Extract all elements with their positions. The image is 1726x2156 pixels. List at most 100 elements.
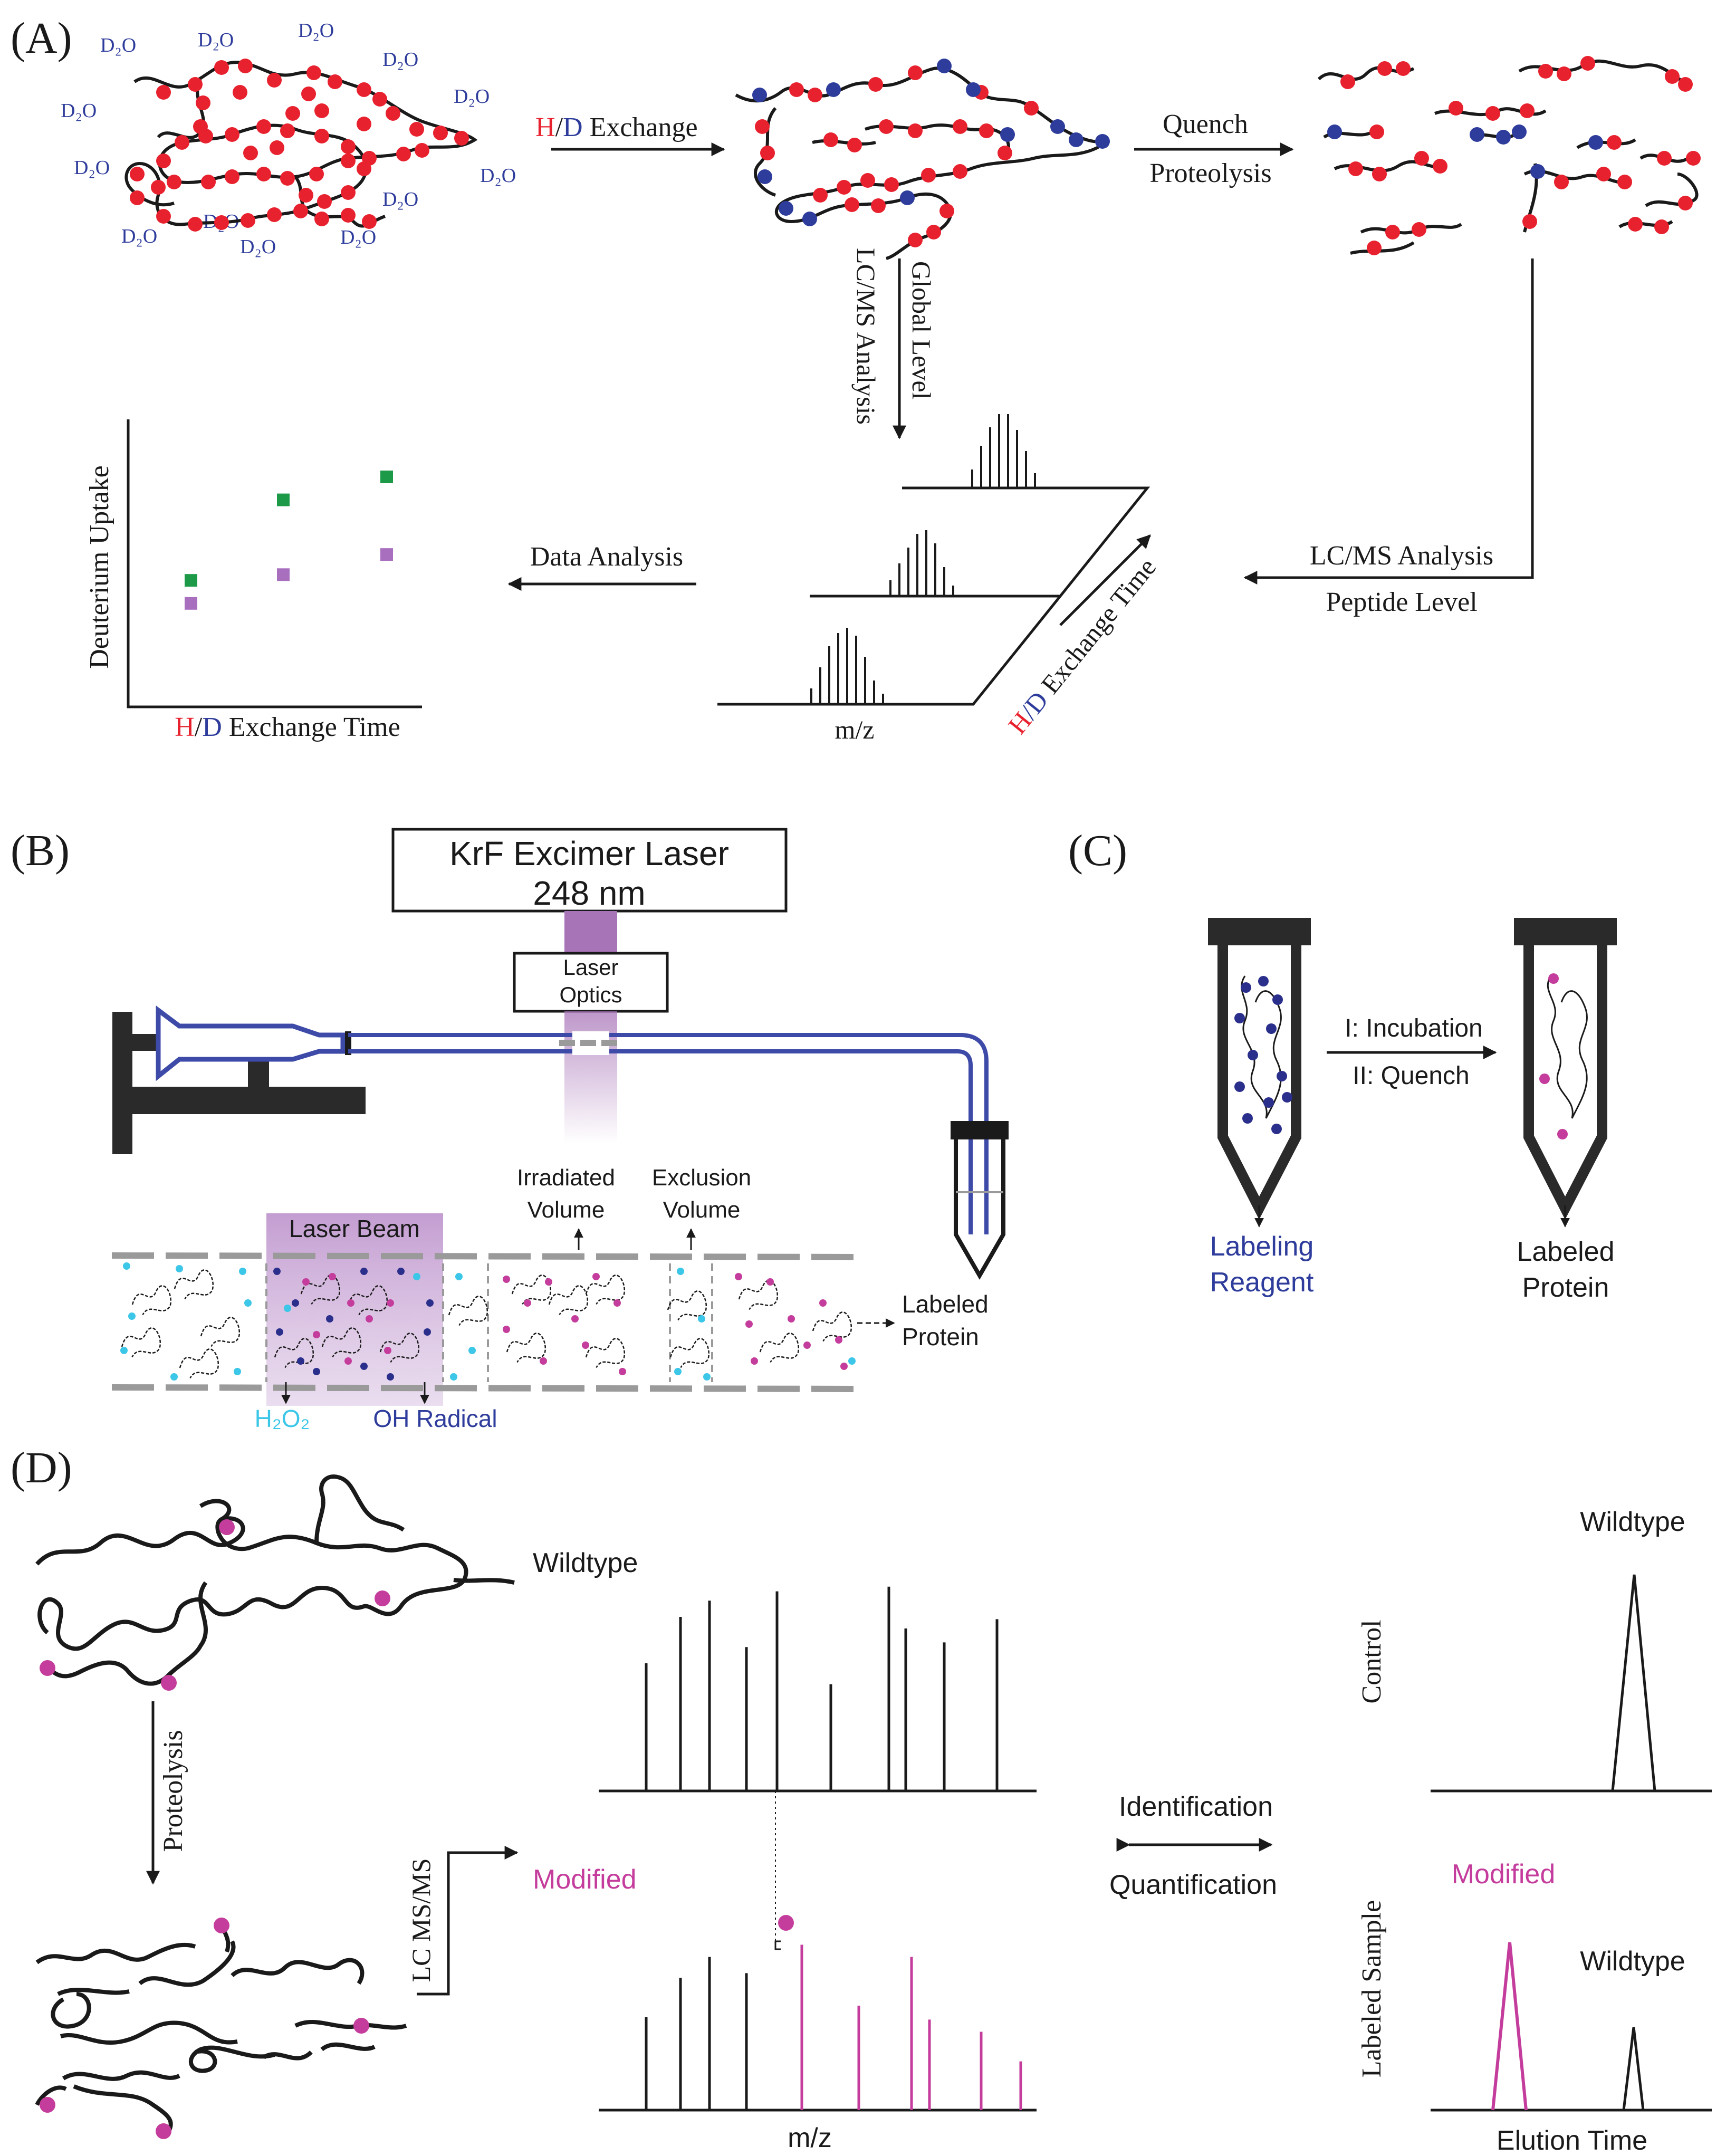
labeled-protein-c-line1: Labeled: [1517, 1237, 1614, 1267]
deuterium-bead: [1050, 119, 1065, 134]
oh-radical-dot: [387, 1373, 394, 1381]
reagent-dot: [1282, 1092, 1292, 1103]
quench-step: Quench Proteolysis: [1134, 109, 1294, 188]
peptide-protium-bead: [1385, 225, 1400, 239]
amide-bead: [357, 117, 371, 131]
tube-before: [1208, 918, 1311, 1228]
oh-radical-dot: [424, 1328, 431, 1336]
oh-radical-label: OH Radical: [373, 1405, 497, 1432]
peptide-fragments: [1317, 56, 1701, 255]
amide-bead: [225, 169, 239, 184]
deuterium-bead: [802, 212, 817, 226]
labeled-site-dot: [840, 1363, 848, 1370]
laser-beam-region: [266, 1213, 443, 1406]
peptide-protium-bead: [1678, 77, 1693, 92]
protium-bead: [813, 188, 828, 203]
labeled-site-dot: [1539, 1074, 1550, 1084]
protein-coil: [448, 1296, 488, 1326]
mz-label-d: m/z: [788, 2123, 832, 2153]
quench-c-label: II: Quench: [1353, 1062, 1469, 1090]
protein-fragments-d: [35, 1918, 407, 2139]
labeled-protein-b-line2: Protein: [902, 1323, 979, 1350]
laser-beam-label: Laser Beam: [289, 1215, 420, 1242]
deuterium-bead: [1000, 127, 1015, 142]
amide-bead: [433, 126, 448, 140]
reagent-dot: [1234, 1081, 1245, 1092]
amide-bead: [314, 212, 329, 226]
panel-b-label: (B): [11, 826, 70, 875]
amide-bead: [233, 85, 247, 100]
h2o2-label: H₂O₂: [255, 1405, 310, 1432]
protein-coil: [321, 1327, 361, 1358]
labeled-site-dot: [329, 1273, 336, 1280]
amide-bead: [225, 127, 239, 142]
peptide-chain: [1350, 241, 1415, 255]
labeled-site-dot: [503, 1276, 510, 1283]
peptide-protium-bead: [1414, 151, 1429, 166]
h2o2-dot: [468, 1347, 476, 1354]
amide-bead: [280, 171, 295, 186]
global-level-step: Global Level LC/MS Analysis: [851, 248, 936, 439]
labeled-site-dot: [582, 1341, 589, 1349]
h2o2-dot: [234, 1368, 241, 1375]
protein-coil: [585, 1338, 625, 1368]
h2o2-dot: [120, 1347, 128, 1354]
h2o2-dot: [239, 1268, 246, 1275]
h2o2-dot: [455, 1273, 463, 1280]
elution-time-label: Elution Time: [1497, 2125, 1647, 2156]
d2o-label: D₂O: [298, 20, 334, 42]
protium-bead: [908, 65, 923, 80]
panel-c-label: (C): [1068, 826, 1127, 875]
amide-bead: [201, 175, 216, 189]
labeled-site-dot: [1557, 1129, 1568, 1139]
wildtype-spectrum-label: Wildtype: [533, 1548, 638, 1578]
oh-radical-dot: [292, 1299, 299, 1307]
uptake-point-green: [277, 493, 290, 506]
irradiated-line2: Volume: [528, 1197, 605, 1223]
panel-c: (C) Labeling Reagent I: Incubation II: Q…: [1068, 826, 1617, 1303]
labeled-site-dot: [524, 1299, 531, 1307]
oh-radical-dot: [273, 1268, 281, 1275]
protein-coil: [179, 1348, 219, 1379]
peptide-protium-bead: [1433, 159, 1447, 174]
amide-bead: [285, 106, 300, 121]
hd-exchange-label: H/D Exchange: [535, 112, 698, 142]
wildtype-spectrum-peaks: [645, 1586, 999, 1791]
reagent-dot: [1271, 1124, 1282, 1134]
modified-chrom-peak: [1491, 1942, 1528, 2111]
amide-bead: [386, 106, 400, 121]
amide-bead: [243, 146, 258, 160]
labeled-site-dot: [819, 1299, 827, 1307]
labeled-site-dot: [735, 1273, 742, 1280]
reagent-dot: [1242, 1113, 1253, 1124]
protein-coil: [669, 1338, 709, 1368]
uptake-plot: Deuterium Uptake H/D Exchange Time: [84, 419, 422, 742]
peptide-protium-bead: [1372, 167, 1387, 181]
deuterium-bead: [752, 88, 767, 102]
peptide-protium-bead: [1580, 56, 1595, 71]
exclusion-line1: Exclusion: [652, 1165, 751, 1191]
labeled-site-dot: [344, 1357, 352, 1365]
peptide-protium-bead: [1340, 74, 1355, 89]
h2o2-dot: [698, 1315, 705, 1323]
amide-bead: [130, 167, 145, 181]
peptide-protium-bead: [1628, 217, 1643, 232]
peptide-protium-bead: [1678, 196, 1693, 210]
reagent-dot: [1248, 1050, 1258, 1060]
modified-chrom-label: Modified: [1452, 1859, 1556, 1890]
amide-bead: [256, 119, 271, 134]
labeled-site-dot: [384, 1347, 391, 1354]
reagent-dot: [1258, 976, 1269, 986]
protium-bead: [926, 225, 941, 239]
amide-bead: [341, 154, 356, 168]
amide-bead: [175, 135, 189, 150]
laser-title: KrF Excimer Laser: [449, 835, 729, 873]
protium-bead: [760, 146, 775, 160]
amide-bead: [293, 204, 308, 218]
labeled-site-dot: [571, 1315, 579, 1323]
protein-coil: [348, 1285, 388, 1316]
uptake-point-purple: [185, 597, 197, 610]
tube-protein-coil: [1547, 975, 1588, 1119]
h2o2-dot: [703, 1373, 711, 1381]
amide-bead: [156, 154, 171, 168]
